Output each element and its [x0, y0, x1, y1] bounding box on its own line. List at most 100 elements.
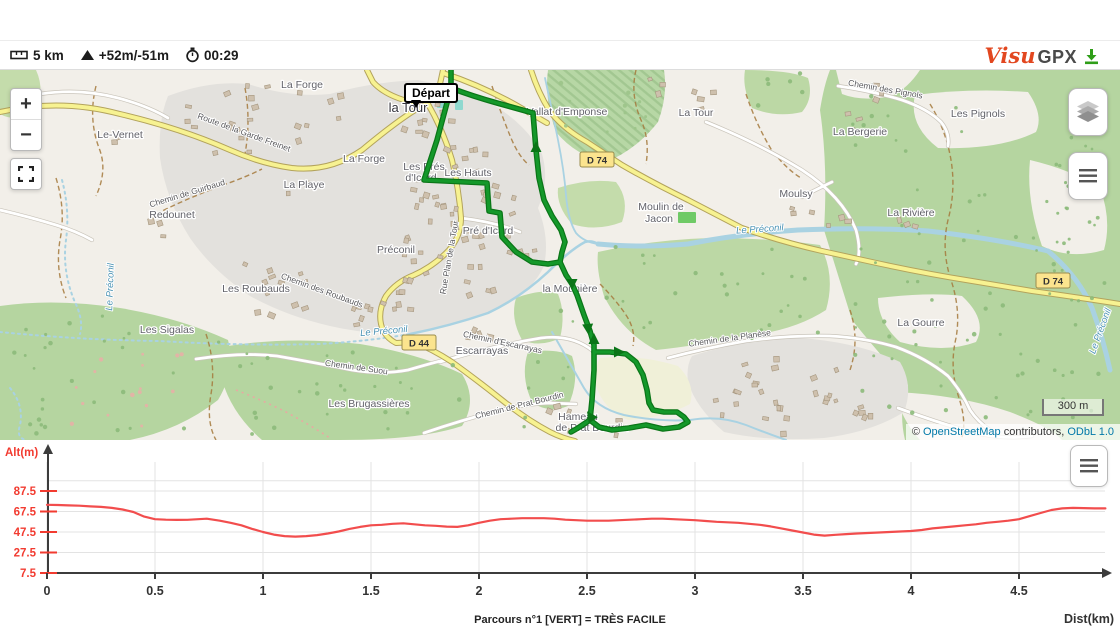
map-label: La Bergerie — [833, 126, 887, 138]
map-label: La Rivière — [887, 207, 934, 219]
zoom-in-button[interactable]: + — [11, 89, 41, 120]
svg-text:D 44: D 44 — [409, 339, 430, 350]
fullscreen-button[interactable] — [10, 158, 42, 190]
route-arrow-icon — [614, 346, 625, 358]
x-axis-label: Dist(km) — [1064, 612, 1114, 626]
map-label: Préconil — [377, 244, 415, 256]
fullscreen-icon — [18, 166, 34, 182]
x-tick-label: 4 — [908, 584, 915, 598]
scale-bar: 300 m — [1042, 399, 1104, 416]
route-arrow-icon — [588, 333, 600, 344]
svg-text:D 74: D 74 — [1043, 277, 1064, 288]
odbl-link[interactable]: ODbL 1.0 — [1067, 426, 1114, 438]
map-trees — [12, 71, 1107, 436]
road-shield: D 74 — [579, 151, 615, 168]
map-label: La Forge — [281, 79, 323, 91]
visugpx-logo[interactable]: Visu GPX — [984, 45, 1110, 66]
route-arrow-icon — [582, 323, 594, 335]
x-tick-label: 1.5 — [362, 584, 379, 598]
hamburger-icon — [1079, 169, 1097, 183]
map-label: Les Prés — [403, 161, 444, 173]
x-tick-label: 1 — [260, 584, 267, 598]
zoom-out-button[interactable]: − — [20, 123, 32, 146]
elevation-line[interactable] — [45, 503, 1107, 538]
zoom-control: + − — [10, 88, 42, 151]
chart-gridlines — [46, 462, 1105, 573]
x-tick-label: 0.5 — [146, 584, 163, 598]
stopwatch-icon — [186, 47, 199, 63]
x-tick-label: 2.5 — [578, 584, 595, 598]
map-label: Vallat d'Emponse — [527, 106, 608, 118]
map-label: Les Roubauds — [222, 283, 290, 295]
map-label: La Tour — [679, 107, 714, 119]
map-label: Les Hauts — [444, 167, 491, 179]
map-trails — [55, 70, 965, 440]
map-label: Le-Vernet — [97, 129, 143, 141]
logo-visu: Visu — [984, 42, 1036, 68]
route-arrow-icon — [566, 279, 578, 290]
y-tick-label: 27.5 — [14, 548, 37, 560]
layers-icon — [1077, 101, 1099, 122]
map-label: Moulsy — [779, 188, 813, 200]
map-label: Les Pignols — [951, 108, 1005, 120]
y-tick-label: 47.5 — [14, 527, 37, 539]
map-label: La Playe — [284, 179, 325, 191]
elevation-value: +52m/-51m — [98, 47, 169, 63]
download-gpx-icon[interactable] — [1083, 48, 1100, 65]
elevation-chart-canvas[interactable]: 87.5 67.5 47.5 27.5 7.5 0 0.5 1 1.5 2 2.5 3 3.5 4 4.5 A… — [0, 440, 1120, 630]
distance-value: 5 km — [33, 47, 64, 63]
map-label: Jacon — [645, 213, 673, 225]
road-shield: D 44 — [401, 334, 437, 351]
map-label: Le Préconil — [360, 324, 409, 339]
map-label: Pré d'Icard — [463, 225, 514, 237]
elevation-chart: 87.5 67.5 47.5 27.5 7.5 0 0.5 1 1.5 2 2.5 3 3.5 4 4.5 A… — [0, 440, 1120, 630]
map-label: Les Brugassières — [328, 398, 409, 410]
top-whitespace — [0, 0, 1120, 40]
x-tick-label: 3.5 — [794, 584, 811, 598]
map-attribution: © OpenStreetMap contributors, ODbL 1.0 — [905, 424, 1120, 440]
hamburger-icon — [1080, 459, 1098, 473]
chart-menu-button[interactable] — [1070, 445, 1108, 487]
y-tick-label: 67.5 — [14, 507, 37, 519]
map-label: La Forge — [343, 153, 385, 165]
map-field — [595, 357, 692, 420]
x-tick-label: 3 — [692, 584, 699, 598]
depart-marker[interactable]: Départ — [404, 83, 459, 108]
map-label: Le Préconil — [736, 222, 785, 236]
ruler-icon — [10, 50, 28, 60]
route-arrow-icon — [586, 411, 598, 424]
y-axis-label: Alt(m) — [5, 447, 38, 459]
osm-link[interactable]: OpenStreetMap — [923, 426, 1001, 438]
map-streams — [0, 77, 1113, 440]
stats-bar: 5 km +52m/-51m 00:29 Visu GPX — [0, 40, 1120, 70]
map-label: La Gourre — [897, 317, 944, 329]
logo-gpx: GPX — [1037, 46, 1077, 67]
duration-stat: 00:29 — [185, 47, 239, 63]
x-tick-label: 2 — [476, 584, 483, 598]
map-label: Le Préconil — [104, 262, 117, 311]
map-label: Moulin de — [638, 201, 684, 213]
x-tick-label: 0 — [44, 584, 51, 598]
attribution-text: contributors, — [1003, 426, 1065, 438]
map-menu-button[interactable] — [1068, 152, 1108, 200]
x-tick-label: 4.5 — [1010, 584, 1027, 598]
duration-value: 00:29 — [203, 47, 239, 63]
layers-button[interactable] — [1068, 88, 1108, 136]
map-road-shields: D 74 D 74 D 44 — [401, 151, 1071, 351]
y-tick-label: 7.5 — [20, 568, 37, 580]
route-arrow-icon — [530, 141, 542, 152]
map-label: Escarrayas — [456, 345, 509, 357]
svg-text:D 74: D 74 — [587, 156, 608, 167]
elevation-stat: +52m/-51m — [80, 48, 169, 63]
route-direction-arrows — [530, 141, 625, 424]
map-label: Redounet — [149, 209, 195, 221]
y-tick-label: 87.5 — [14, 486, 37, 498]
mountain-icon — [80, 50, 94, 60]
map-viewport[interactable]: La Forge Le-Vernet la Tour Les Hauts La Forg… — [0, 70, 1120, 440]
map-label: Les Sigalas — [140, 324, 194, 336]
distance-stat: 5 km — [10, 48, 64, 63]
chart-caption: Parcours n°1 [VERT] = TRÈS FACILE — [474, 613, 666, 626]
map-label: la Mounière — [543, 283, 598, 295]
road-shield: D 74 — [1035, 272, 1071, 289]
